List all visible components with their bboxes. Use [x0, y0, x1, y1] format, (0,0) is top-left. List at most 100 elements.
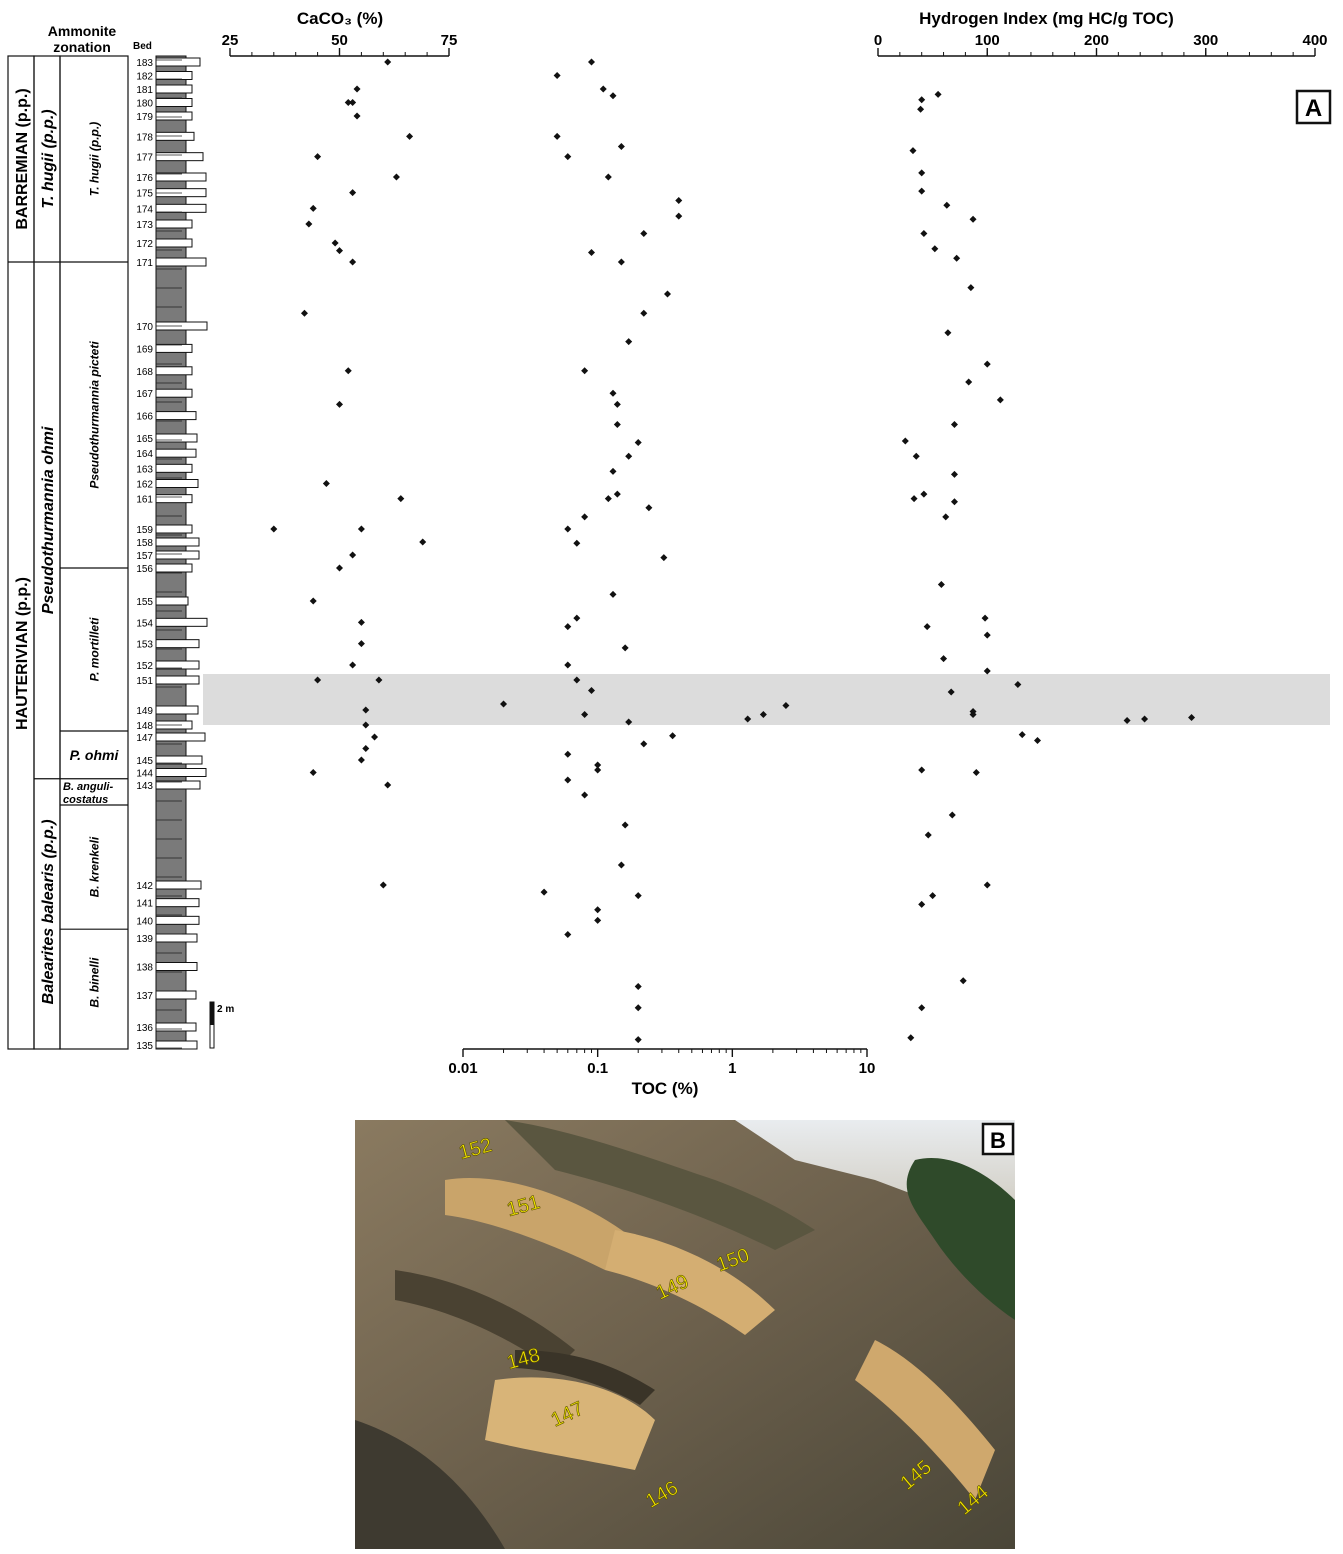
caco3-point	[309, 769, 317, 776]
scale-bar-fill	[210, 1002, 214, 1025]
bed-number-label: 145	[136, 756, 153, 767]
limestone-bed	[155, 257, 207, 267]
toc-point	[744, 715, 752, 723]
hi-point	[929, 892, 937, 900]
caco3-point	[419, 538, 427, 546]
bed-number-label: 180	[136, 99, 153, 110]
bed-number-label: 173	[136, 220, 153, 231]
caco3-point	[314, 153, 322, 161]
limestone-bed	[155, 933, 198, 943]
toc-point	[634, 1036, 642, 1044]
toc-point	[660, 554, 668, 562]
bed-number-label: 178	[136, 132, 153, 143]
toc-tick-label: 0.1	[587, 1060, 608, 1077]
zone-label: Pseudothurmannia ohmi	[40, 426, 57, 614]
toc-point	[588, 249, 596, 256]
hi-point	[934, 90, 942, 98]
limestone-bed	[155, 366, 193, 376]
bed-number-label: 172	[136, 239, 153, 250]
toc-point	[634, 439, 642, 447]
stage-label: BARREMIAN (p.p.)	[14, 88, 31, 229]
hi-point	[918, 900, 926, 908]
bed-number-label: 136	[136, 1023, 153, 1034]
toc-point	[604, 173, 612, 181]
toc-point	[564, 153, 572, 161]
toc-point	[564, 930, 572, 938]
bed-number-label: 159	[136, 525, 153, 536]
toc-point	[621, 644, 629, 652]
limestone-bed	[155, 448, 197, 458]
subzone-label: B. anguli-costatus	[63, 781, 113, 806]
toc-point	[594, 761, 602, 769]
hi-point	[907, 1034, 915, 1042]
bed-number-label: 157	[136, 551, 153, 562]
scale-bar-label: 2 m	[217, 1004, 234, 1015]
caco3-point	[406, 132, 414, 140]
toc-point	[594, 916, 602, 924]
hi-point	[912, 452, 920, 460]
limestone-bed	[155, 550, 200, 560]
chart-axes: 25 50 75 CaCO₃ (%) 0.01 0.1 1 10 TOC (%) 0 100 200 3…	[222, 9, 1328, 1098]
hi-point	[1034, 736, 1042, 744]
subzone-label: T. hugii (p.p.)	[87, 122, 101, 196]
limestone-bed	[155, 203, 207, 213]
bed-number-label: 151	[136, 676, 153, 687]
hi-point	[953, 254, 961, 262]
bed-number-label: 162	[136, 480, 153, 491]
hi-point	[950, 498, 958, 506]
toc-point	[573, 539, 581, 547]
highlight-band-layer	[203, 674, 1330, 725]
caco3-point	[362, 706, 370, 714]
lithologic-column	[155, 55, 215, 1050]
caco3-point	[353, 112, 361, 120]
subzone-label: B. krenkeli	[87, 836, 101, 897]
subzone-label: Pseudothurmannia picteti	[87, 341, 101, 489]
limestone-bed	[155, 675, 200, 685]
bed-number-label: 155	[136, 597, 153, 608]
caco3-point	[357, 618, 365, 626]
zone-label: Balearites balearis (p.p.)	[40, 819, 57, 1004]
hi-point	[950, 421, 958, 429]
stratigraphic-figure: BARREMIAN (p.p.) HAUTERIVIAN (p.p.) T. hug…	[7, 9, 1332, 1098]
hi-tick-label: 200	[1084, 32, 1109, 49]
panel-a-label: A	[1305, 95, 1322, 122]
hi-point	[918, 1004, 926, 1012]
hi-point	[918, 766, 926, 774]
hi-point	[924, 831, 932, 839]
hi-point	[983, 881, 991, 889]
bed-number-label: 167	[136, 389, 153, 400]
caco3-point	[362, 721, 370, 729]
limestone-bed	[155, 962, 198, 971]
toc-point	[588, 58, 596, 66]
limestone-bed	[155, 172, 207, 182]
toc-point	[613, 490, 621, 498]
hi-point	[983, 631, 991, 639]
limestone-bed	[155, 84, 193, 94]
limestone-bed	[155, 388, 193, 398]
caco3-point	[336, 400, 343, 408]
toc-point	[675, 212, 683, 220]
bed-number-label: 161	[136, 495, 153, 506]
hi-point	[959, 977, 967, 985]
bed-number-label: 177	[136, 153, 153, 164]
toc-point	[553, 72, 561, 79]
outcrop-photo-panel: 152 151 150 149 148 147 146 145 144 B	[355, 1120, 1015, 1549]
toc-point	[669, 732, 677, 740]
limestone-bed	[155, 990, 197, 1000]
caco3-point	[353, 85, 361, 93]
limestone-bed	[155, 1022, 197, 1032]
hi-point	[910, 495, 918, 503]
hi-point	[942, 513, 950, 521]
toc-point	[759, 711, 767, 718]
toc-point	[564, 776, 572, 784]
toc-tick-label: 10	[859, 1060, 876, 1077]
toc-point	[782, 702, 790, 709]
toc-point	[500, 700, 508, 708]
hi-point	[931, 245, 939, 253]
limestone-bed	[155, 71, 193, 80]
subzone-label: B. binelli	[87, 957, 101, 1008]
toc-point	[540, 888, 548, 896]
limestone-bed	[155, 780, 201, 790]
panel-b-label-box	[981, 1122, 1015, 1156]
